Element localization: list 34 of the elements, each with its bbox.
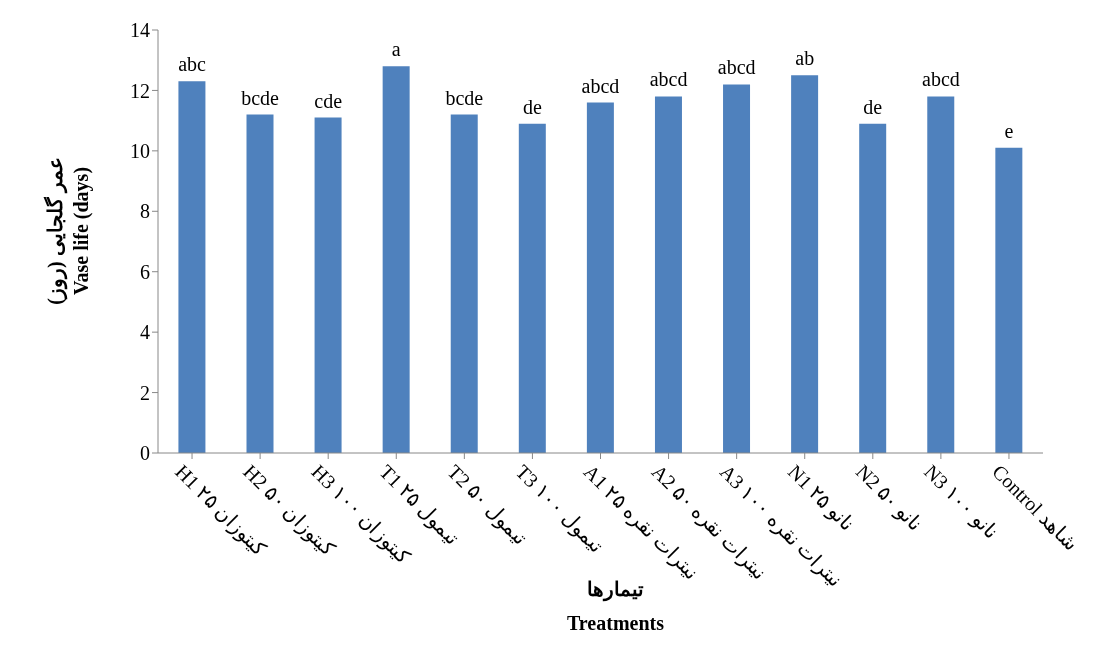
bar [859, 123, 887, 453]
bar [450, 114, 478, 453]
annotation: a [391, 38, 401, 61]
bar [586, 102, 614, 453]
annotation: bcde [241, 86, 280, 109]
annotation: abcd [581, 74, 620, 97]
bar [995, 147, 1023, 453]
bar [246, 114, 274, 453]
annotation: abcd [922, 68, 960, 91]
annotation: cde [314, 89, 343, 112]
annotation: bcde [445, 86, 484, 109]
annotation: abc [178, 53, 207, 76]
annotation: de [863, 95, 883, 118]
bar [178, 81, 206, 453]
bar [927, 96, 955, 453]
annotation: e [1004, 119, 1014, 142]
bar [654, 96, 682, 453]
bar [791, 75, 819, 453]
bar [314, 117, 342, 453]
annotation: abcd [717, 56, 756, 79]
y-tick-label: 4 [140, 321, 150, 344]
y-tick-label: 10 [130, 139, 150, 162]
bar [382, 66, 410, 453]
y-tick-label: 12 [130, 79, 150, 102]
y-tick-label: 6 [140, 260, 150, 283]
y-tick-label: 8 [140, 200, 150, 223]
y-tick-label: 14 [130, 19, 150, 42]
y-tick-label: 0 [140, 442, 150, 465]
y-tick-label: 2 [140, 381, 150, 404]
bar [518, 123, 546, 453]
annotation: de [522, 95, 542, 118]
bar [723, 84, 751, 453]
annotation: ab [795, 47, 815, 70]
annotation: abcd [649, 68, 688, 91]
